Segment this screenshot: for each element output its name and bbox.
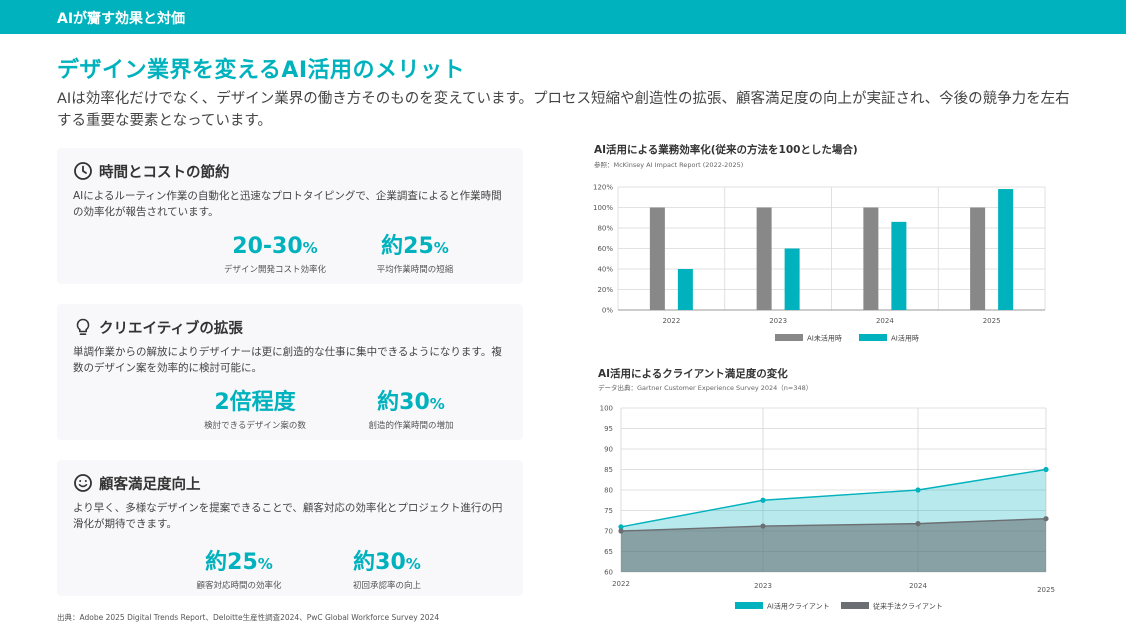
x-tick-label: 2025 bbox=[983, 317, 1001, 325]
legend-swatch bbox=[735, 602, 763, 609]
metric-value: 約30 bbox=[377, 390, 430, 415]
bar bbox=[784, 248, 800, 310]
y-tick-label: 80 bbox=[604, 487, 613, 495]
data-point bbox=[915, 487, 921, 493]
smile-icon bbox=[74, 474, 92, 492]
x-tick-label: 2024 bbox=[909, 582, 927, 590]
y-tick-label: 85 bbox=[604, 466, 613, 474]
metric-unit: % bbox=[433, 239, 449, 257]
metric: 約25% 顧客対応時間の効率化 bbox=[169, 550, 309, 591]
metric: 約30% 創造的作業時間の増加 bbox=[341, 390, 481, 431]
metric-unit: % bbox=[405, 555, 421, 573]
bar-chart: 0% 20% 40% 60% 80% 100% 120% 2022 2023 2024 2025 AI… bbox=[593, 184, 1046, 343]
metric-value: 2倍程度 bbox=[214, 390, 296, 415]
chart-subtitle: データ出典：Gartner Customer Experience Survey… bbox=[598, 384, 813, 392]
x-tick-label: 2022 bbox=[662, 317, 680, 325]
series-area bbox=[621, 518, 1046, 572]
y-tick-label: 90 bbox=[604, 446, 613, 454]
card-satisfaction: 顧客満足度向上 より早く、多様なデザインを提案できることで、顧客対応の効率化とプ… bbox=[57, 460, 523, 596]
clock-icon bbox=[74, 162, 92, 180]
top-bar-title: AIが齎す効果と対価 bbox=[57, 11, 186, 27]
bar bbox=[863, 207, 879, 310]
source-note: 出典：Adobe 2025 Digital Trends Report、Delo… bbox=[57, 613, 440, 622]
metric-value: 約30 bbox=[353, 550, 406, 575]
data-point bbox=[1043, 516, 1049, 522]
metric-label: 平均作業時間の短縮 bbox=[376, 265, 454, 275]
chart-title: AI活用によるクライアント満足度の変化 bbox=[598, 368, 788, 380]
y-tick-label: 70 bbox=[604, 528, 613, 536]
y-tick-label: 80% bbox=[597, 225, 613, 233]
data-point bbox=[760, 523, 766, 529]
metric-label: デザイン開発コスト効率化 bbox=[223, 265, 326, 275]
metric: 2倍程度 検討できるデザイン案の数 bbox=[185, 390, 325, 431]
series-line bbox=[620, 468, 1047, 528]
metric: 約25% 平均作業時間の短縮 bbox=[345, 234, 485, 275]
legend-swatch bbox=[841, 602, 869, 609]
x-tick-label: 2024 bbox=[876, 317, 894, 325]
y-tick-label: 40% bbox=[597, 266, 613, 274]
y-tick-label: 75 bbox=[604, 507, 613, 515]
series-line bbox=[620, 518, 1047, 532]
y-tick-label: 60% bbox=[597, 245, 613, 253]
card-creative: クリエイティブの拡張 単調作業からの解放によりデザイナーは更に創造的な仕事に集中… bbox=[57, 304, 523, 440]
metric-label: 顧客対応時間の効率化 bbox=[196, 581, 282, 591]
top-bar: AIが齎す効果と対価 bbox=[0, 0, 1126, 34]
legend-label: AI活用クライアント bbox=[767, 602, 830, 611]
chart-subtitle: 参照：McKinsey AI Impact Report (2022-2025) bbox=[594, 161, 744, 169]
metric-value: 約25 bbox=[205, 550, 258, 575]
y-tick-label: 60 bbox=[604, 569, 613, 577]
y-tick-label: 120% bbox=[593, 184, 613, 192]
metric: 20-30% デザイン開発コスト効率化 bbox=[205, 234, 345, 275]
y-tick-label: 95 bbox=[604, 425, 613, 433]
metric-label: 創造的作業時間の増加 bbox=[368, 421, 454, 431]
bar bbox=[998, 189, 1014, 310]
metric-value: 20-30 bbox=[232, 234, 303, 259]
bar bbox=[891, 221, 907, 310]
card-body: AIによるルーティン作業の自動化と迅速なプロトタイピングで、企業調査によると作業… bbox=[73, 190, 502, 218]
data-point bbox=[760, 497, 766, 503]
bar bbox=[756, 207, 772, 310]
x-tick-label: 2023 bbox=[769, 317, 787, 325]
metric-label: 初回承認率の向上 bbox=[352, 581, 421, 591]
y-tick-label: 65 bbox=[604, 548, 613, 556]
legend-label: 従来手法クライアント bbox=[873, 602, 943, 611]
metric-unit: % bbox=[429, 395, 445, 413]
y-tick-label: 100% bbox=[593, 204, 613, 212]
card-body: より早く、多様なデザインを提案できることで、顧客対応の効率化とプロジェクト進行の… bbox=[73, 502, 503, 530]
x-tick-label: 2025 bbox=[1037, 586, 1055, 594]
card-title: 顧客満足度向上 bbox=[99, 476, 201, 493]
x-tick-label: 2022 bbox=[612, 580, 630, 588]
legend-swatch bbox=[775, 334, 803, 341]
bar bbox=[970, 207, 986, 310]
legend-swatch bbox=[859, 334, 887, 341]
metric: 約30% 初回承認率の向上 bbox=[317, 550, 457, 591]
data-point bbox=[618, 528, 624, 534]
bar bbox=[649, 207, 665, 310]
area-chart: 60 65 70 75 80 85 90 95 100 2022 2023 2024 2025 AI活用ク… bbox=[600, 405, 1055, 611]
metric-unit: % bbox=[257, 555, 273, 573]
metric-unit: % bbox=[302, 239, 318, 257]
page-description: AIは効率化だけでなく、デザイン業界の働き方そのものを変えています。プロセス短縮… bbox=[57, 91, 1070, 129]
data-point bbox=[1043, 466, 1049, 473]
metric-label: 検討できるデザイン案の数 bbox=[204, 421, 306, 431]
data-point bbox=[915, 521, 921, 527]
y-tick-label: 0% bbox=[602, 307, 613, 315]
card-body: 単調作業からの解放によりデザイナーは更に創造的な仕事に集中できるようになります。… bbox=[73, 346, 502, 374]
y-tick-label: 100 bbox=[600, 405, 613, 413]
metric-value: 約25 bbox=[381, 234, 434, 259]
lightbulb-icon bbox=[76, 318, 90, 336]
y-tick-label: 20% bbox=[597, 286, 613, 294]
data-point bbox=[618, 524, 624, 530]
bar bbox=[677, 269, 693, 310]
legend-label: AI活用時 bbox=[891, 334, 919, 343]
x-tick-label: 2023 bbox=[754, 582, 772, 590]
legend-label: AI未活用時 bbox=[807, 334, 842, 343]
card-title: クリエイティブの拡張 bbox=[99, 320, 243, 337]
page-title: デザイン業界を変えるAI活用のメリット bbox=[57, 58, 466, 83]
card-title: 時間とコストの節約 bbox=[99, 164, 230, 181]
chart-title: AI活用による業務効率化(従来の方法を100とした場合) bbox=[594, 144, 858, 156]
card-time-cost: 時間とコストの節約 AIによるルーティン作業の自動化と迅速なプロトタイピングで、… bbox=[57, 148, 523, 284]
